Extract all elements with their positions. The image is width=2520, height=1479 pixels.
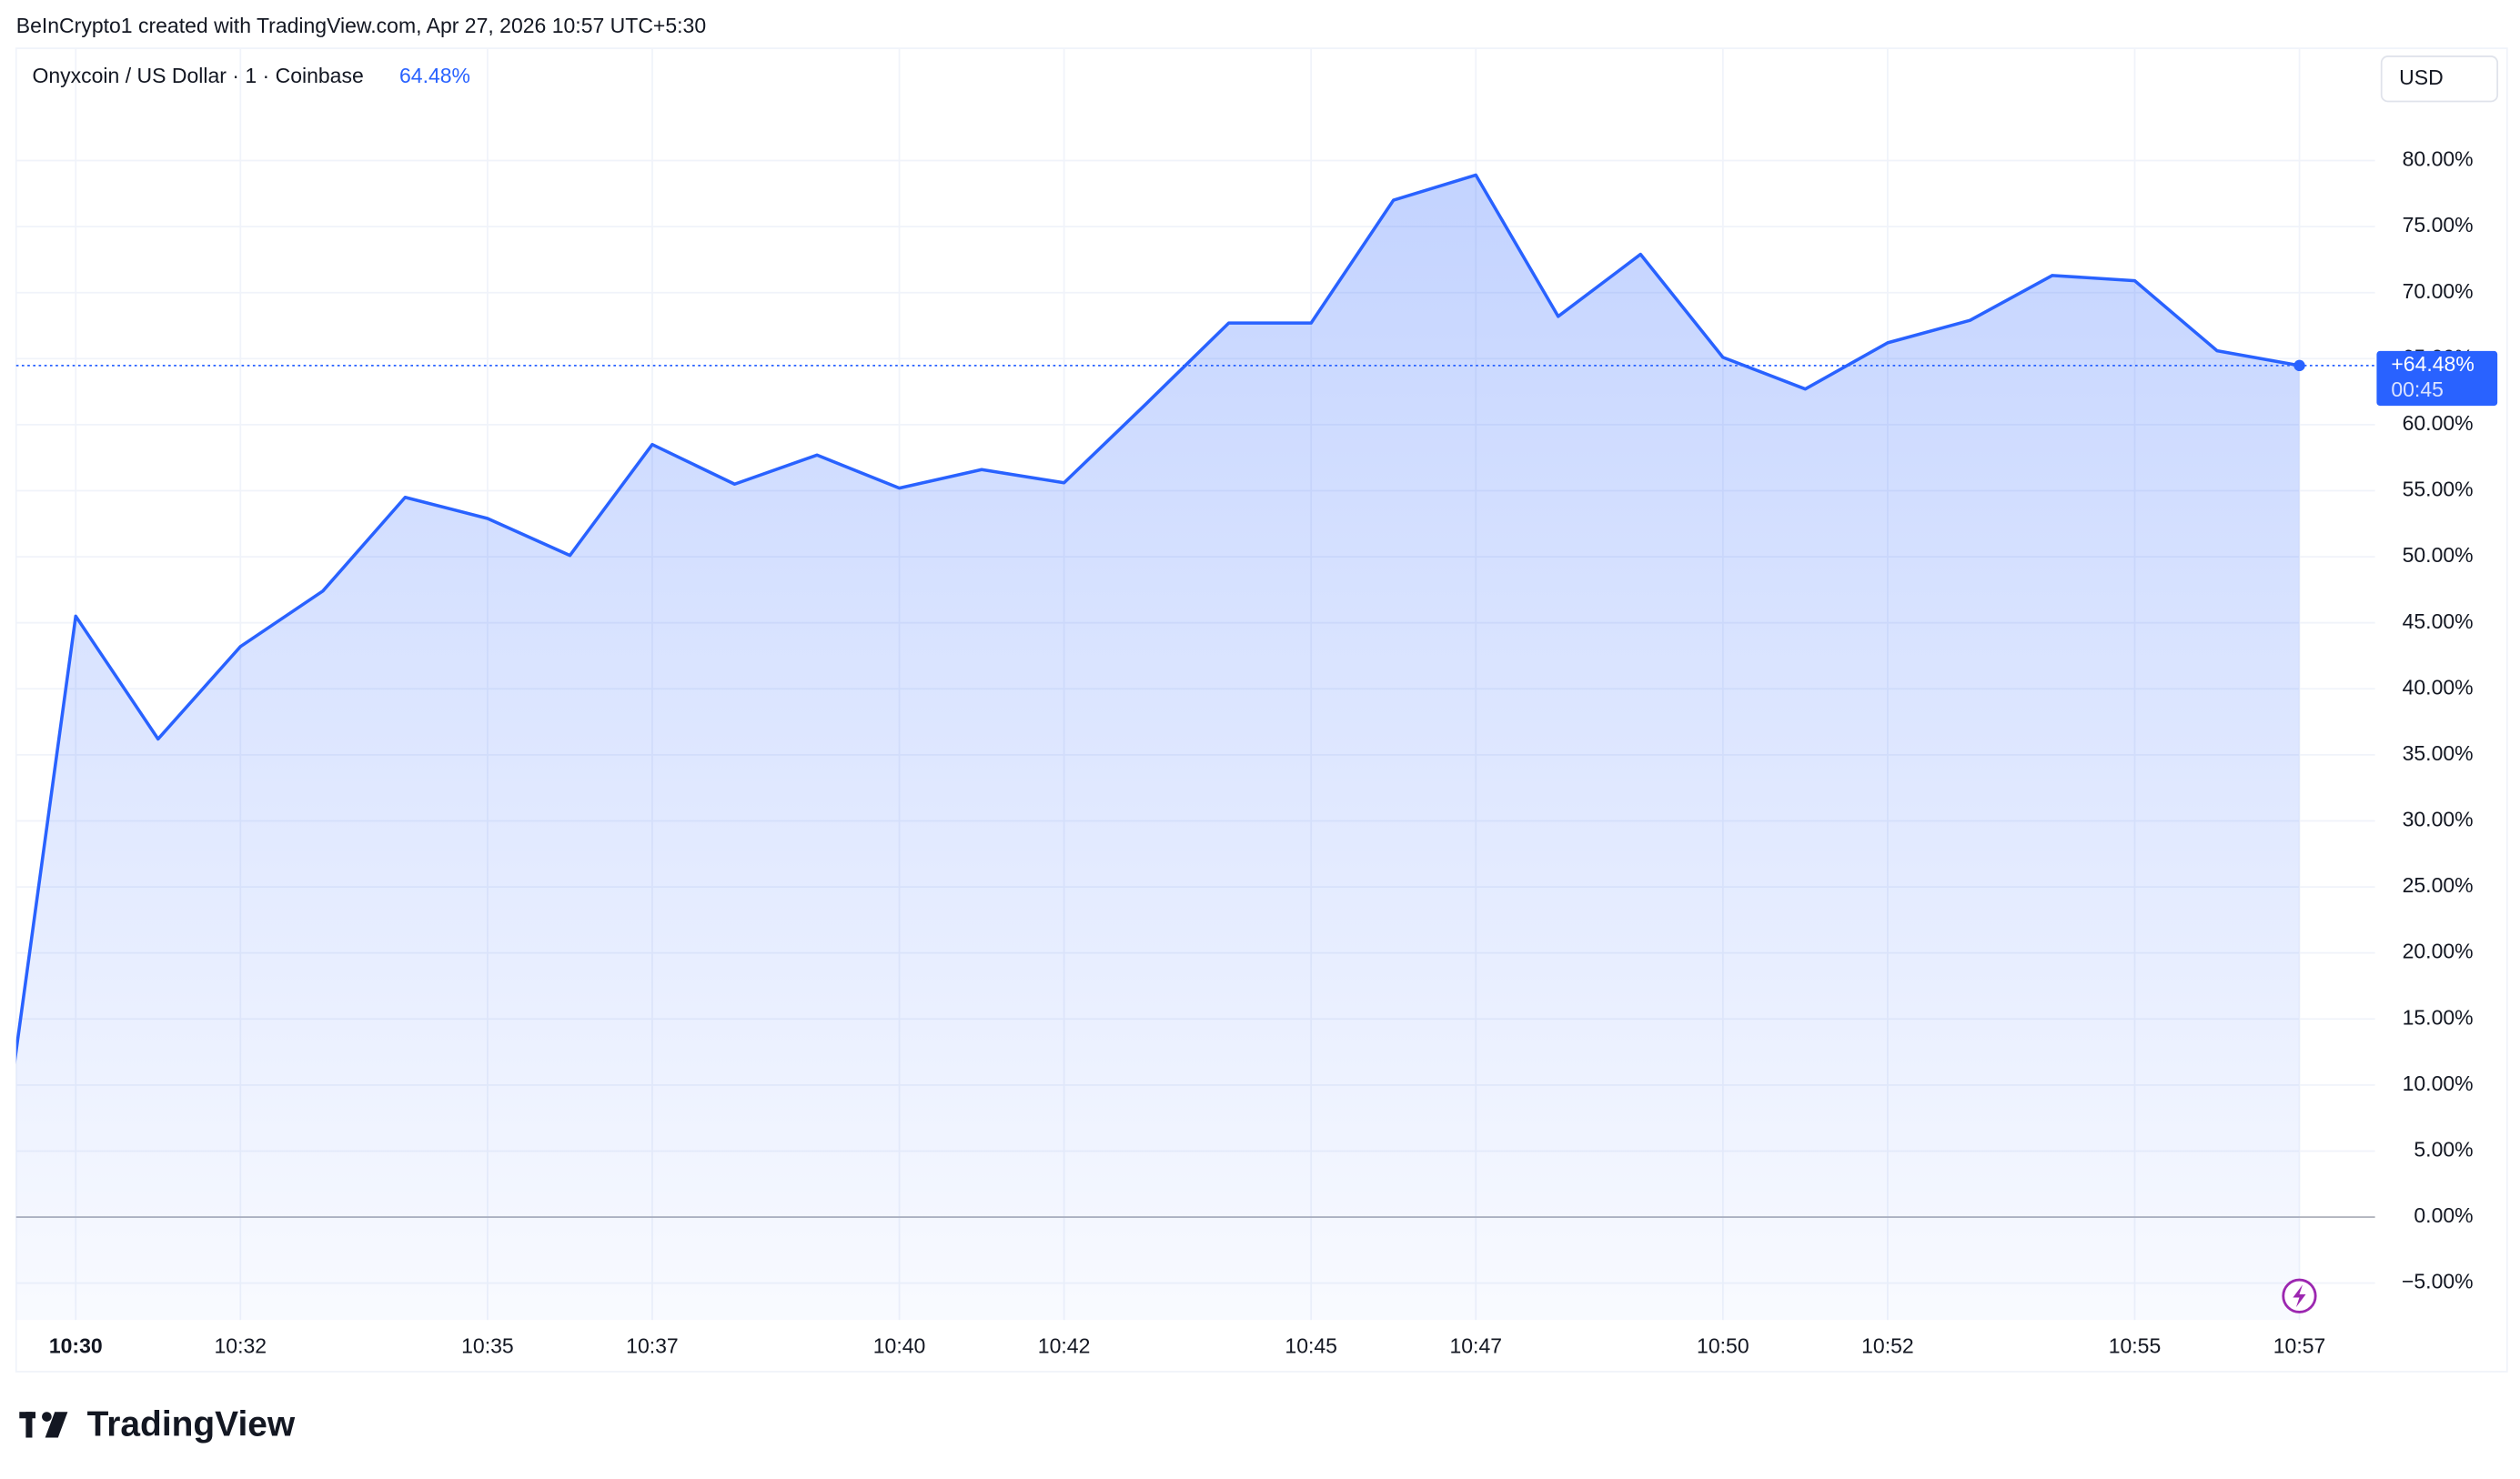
brand: TradingView	[87, 1404, 296, 1444]
header-change: 64.48%	[399, 64, 470, 87]
y-tick-label: 40.00%	[2403, 675, 2474, 699]
currency-box[interactable]	[2380, 55, 2499, 103]
y-tick-label: 60.00%	[2403, 411, 2474, 435]
frame	[15, 47, 2508, 1373]
y-tick-label: 25.00%	[2403, 873, 2474, 897]
currency[interactable]: USD	[2399, 65, 2444, 89]
y-tick-label: 35.00%	[2403, 741, 2474, 765]
y-tick-label: 80.00%	[2403, 147, 2474, 171]
y-tick-label: 20.00%	[2403, 940, 2474, 963]
x-tick-label: 10:30	[49, 1333, 103, 1357]
lightning-icon[interactable]	[2282, 1278, 2317, 1313]
x-tick-label: 10:52	[1861, 1333, 1914, 1357]
y-tick-label: 50.00%	[2403, 543, 2474, 567]
x-tick-label: 10:45	[1285, 1333, 1337, 1357]
series	[15, 173, 2300, 1321]
x-tick-label: 10:42	[1038, 1333, 1091, 1357]
y-tick-label: 45.00%	[2403, 609, 2474, 633]
x-tick-label: 10:35	[461, 1333, 514, 1357]
y-tick-label: 0.00%	[2414, 1203, 2473, 1227]
area	[15, 175, 2300, 1321]
price-tag-label: +64.48%	[2391, 352, 2474, 376]
line	[15, 173, 2300, 1063]
y-tick-label: 10.00%	[2403, 1072, 2474, 1095]
y-tick-label: 5.00%	[2414, 1138, 2473, 1162]
last-point	[2293, 359, 2305, 372]
y-tick-label: −5.00%	[2402, 1270, 2474, 1293]
watermark: BeInCrypto1 created with TradingView.com…	[16, 14, 706, 37]
x-tick-label: 10:50	[1697, 1333, 1749, 1357]
x-tick-label: 10:57	[2273, 1333, 2326, 1357]
y-tick-label: 15.00%	[2403, 1005, 2474, 1029]
y-tick-label: 70.00%	[2403, 279, 2474, 303]
symbol: Onyxcoin / US Dollar · 1 · Coinbase	[32, 64, 363, 87]
y-tick-label: 55.00%	[2403, 478, 2474, 501]
x-tick-label: 10:40	[873, 1333, 926, 1357]
logo	[19, 1412, 68, 1438]
y-tick-label: 75.00%	[2403, 213, 2474, 236]
countdown: 00:45	[2391, 377, 2444, 401]
x-tick-label: 10:47	[1449, 1333, 1502, 1357]
x-tick-label: 10:37	[626, 1333, 679, 1357]
x-tick-label: 10:32	[215, 1333, 267, 1357]
y-tick-label: 30.00%	[2403, 808, 2474, 831]
x-tick-label: 10:55	[2109, 1333, 2162, 1357]
price-tag	[2376, 350, 2498, 407]
